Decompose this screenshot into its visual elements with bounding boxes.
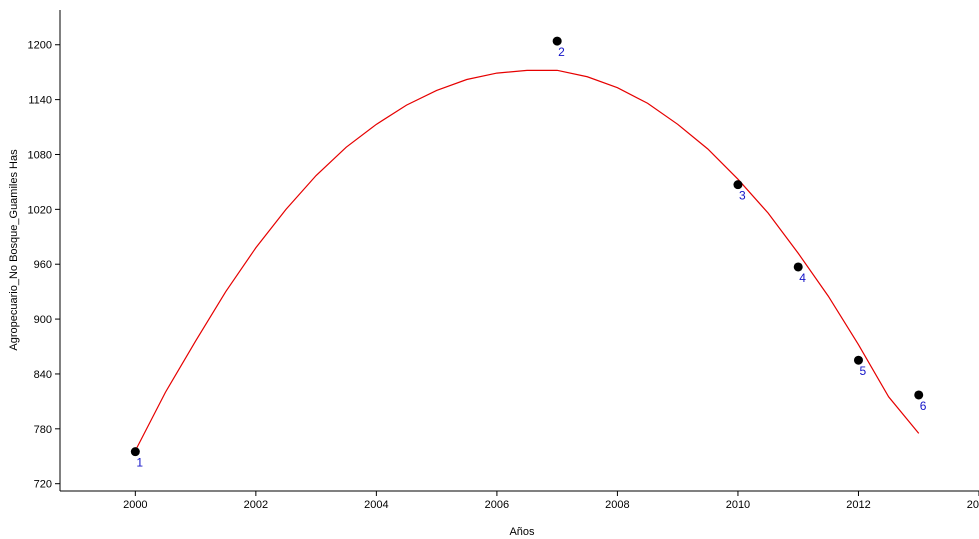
x-axis-title: Años	[509, 526, 535, 538]
y-tick-label: 720	[34, 479, 52, 491]
x-tick-label: 2010	[726, 499, 750, 511]
x-tick-label: 2000	[123, 499, 147, 511]
data-point	[793, 262, 803, 272]
data-point-label: 4	[799, 271, 806, 285]
fit-curve-line	[134, 69, 920, 452]
data-point-label: 3	[739, 189, 746, 203]
x-tick-label: 2002	[244, 499, 268, 511]
y-tick-label: 780	[34, 424, 52, 436]
data-point	[130, 447, 140, 457]
axes	[59, 10, 979, 492]
y-tick-label: 840	[34, 369, 52, 381]
data-point	[914, 390, 924, 400]
x-tick-label: 2006	[485, 499, 509, 511]
y-ticks: 720 780 840 900 960 1020 1080 1140 1200	[28, 40, 60, 491]
y-tick-label: 1080	[28, 149, 52, 161]
data-points-group: 1 2 3 4 5 6	[130, 36, 927, 470]
data-point-label: 6	[920, 399, 927, 413]
data-point	[733, 180, 743, 190]
data-point-label: 2	[558, 45, 565, 59]
y-tick-label: 1200	[28, 40, 52, 52]
x-ticks: 2000 2002 2004 2006 2008 2010 2012 2014	[123, 491, 979, 511]
data-point-label: 5	[859, 364, 866, 378]
y-tick-label: 1140	[28, 95, 52, 107]
y-tick-label: 1020	[28, 204, 52, 216]
x-tick-label: 2012	[846, 499, 870, 511]
x-tick-label: 2004	[364, 499, 388, 511]
data-point-label: 1	[136, 456, 143, 470]
fit-curve-group	[134, 69, 920, 452]
y-tick-label: 960	[34, 259, 52, 271]
x-tick-label: 2008	[605, 499, 629, 511]
data-point	[853, 355, 863, 365]
y-tick-label: 900	[34, 314, 52, 326]
data-point	[552, 36, 562, 46]
x-tick-label: 2014	[967, 499, 979, 511]
y-axis-title: Agropecuario_No Bosque_Guamiles Has	[8, 149, 20, 351]
